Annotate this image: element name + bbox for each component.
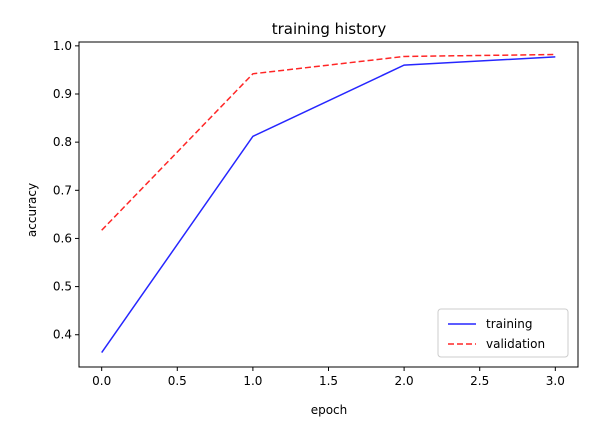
y-tick-label: 0.4	[53, 328, 72, 342]
y-axis-label: accuracy	[25, 183, 39, 237]
x-tick-label: 1.5	[319, 374, 338, 388]
x-tick-label: 1.0	[243, 374, 262, 388]
y-tick-label: 1.0	[53, 39, 72, 53]
x-tick-label: 2.0	[395, 374, 414, 388]
legend-label-validation: validation	[486, 337, 545, 351]
y-tick-label: 0.5	[53, 280, 72, 294]
legend-box	[437, 308, 569, 358]
series-layer	[101, 53, 556, 353]
y-tick-label: 0.7	[53, 183, 72, 197]
y-axis: 0.4 0.5 0.6 0.7 0.8 0.9 1.0	[53, 39, 79, 342]
y-tick-label: 0.9	[53, 87, 72, 101]
y-tick-label: 0.6	[53, 231, 72, 245]
validation-series-line	[101, 53, 556, 231]
x-tick-label: 3.0	[546, 374, 565, 388]
x-axis-label: epoch	[311, 403, 348, 417]
x-axis: 0.0 0.5 1.0 1.5 2.0 2.5 3.0	[92, 367, 565, 388]
x-tick-label: 0.0	[92, 374, 111, 388]
training-series-line	[101, 56, 556, 353]
chart-title: training history	[272, 20, 387, 38]
y-tick-label: 0.8	[53, 135, 72, 149]
legend-label-training: training	[486, 317, 533, 331]
legend: training validation	[437, 308, 569, 358]
x-tick-label: 0.5	[168, 374, 187, 388]
x-tick-label: 2.5	[470, 374, 489, 388]
